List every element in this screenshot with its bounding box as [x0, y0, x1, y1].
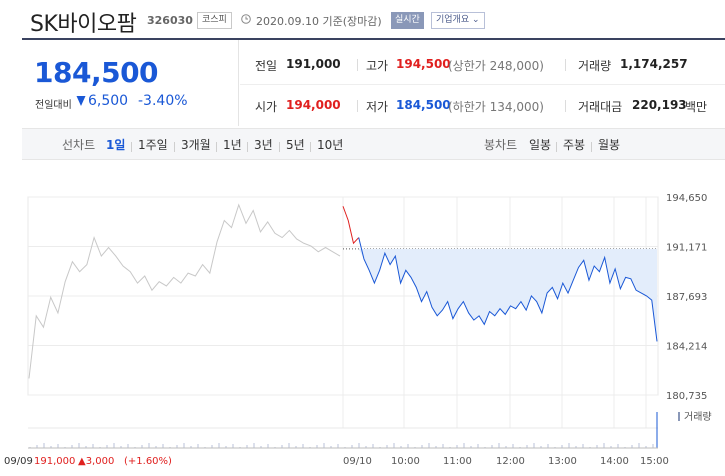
- x-tick-label: 14:00: [600, 456, 629, 467]
- price-chart[interactable]: 194,650 191,171 187,693 184,214 180,735 09/1…: [0, 180, 725, 476]
- tab-10y[interactable]: 10년: [317, 138, 344, 152]
- high-value: 194,500: [396, 57, 451, 71]
- tab-3y[interactable]: 3년: [254, 138, 273, 152]
- tab-1y[interactable]: 1년: [223, 138, 242, 152]
- tab-daily[interactable]: 일봉: [529, 138, 552, 152]
- current-price: 184,500: [34, 56, 159, 89]
- x-tick-label: 13:00: [548, 456, 577, 467]
- change-percent: -3.40%: [138, 93, 188, 109]
- tab-1w[interactable]: 1주일: [138, 138, 168, 152]
- tab-divider: [216, 142, 217, 152]
- tab-divider: [310, 142, 311, 152]
- y-tick-label: 191,171: [666, 243, 707, 254]
- candle-chart-label: 봉차트: [484, 138, 518, 152]
- x-tick-label: 15:00: [640, 456, 669, 467]
- lower-limit: (하한가 134,000): [448, 100, 544, 114]
- tab-divider: [591, 142, 592, 152]
- prev-date: 09/09: [4, 456, 33, 467]
- market-badge: 코스피: [197, 12, 232, 29]
- realtime-button[interactable]: 실시간: [391, 12, 424, 29]
- change-amount: 6,500: [88, 93, 129, 109]
- x-tick-label: 12:00: [496, 456, 525, 467]
- below-ref-fill: [343, 248, 657, 342]
- trade-value: 220,193: [632, 98, 687, 112]
- high-label: 고가: [366, 59, 389, 73]
- open-label: 시가: [255, 100, 278, 114]
- volume-legend-swatch: [678, 412, 680, 421]
- tab-divider: [279, 142, 280, 152]
- volume-label: 거래량: [684, 411, 712, 423]
- prev-change-pct: (+1.60%): [124, 456, 172, 467]
- tab-5y[interactable]: 5년: [286, 138, 305, 152]
- col-divider: [565, 100, 566, 112]
- tab-divider: [174, 142, 175, 152]
- down-arrow-icon: [76, 96, 86, 106]
- volume-value: 1,174,257: [620, 57, 688, 71]
- header-divider: [22, 38, 725, 40]
- low-label: 저가: [366, 100, 389, 114]
- summary-row-divider: [240, 84, 725, 85]
- col-divider: [357, 59, 358, 71]
- tab-1d[interactable]: 1일: [106, 138, 126, 152]
- tab-divider: [556, 142, 557, 152]
- stock-title: SK바이오팜: [30, 12, 137, 37]
- tab-weekly[interactable]: 주봉: [563, 138, 586, 152]
- tab-divider: [131, 142, 132, 152]
- tab-divider: [247, 142, 248, 152]
- stock-code: 326030: [147, 14, 193, 27]
- company-overview-button[interactable]: 기업개요 ⌄: [431, 12, 485, 29]
- today-line-down: [358, 237, 658, 342]
- x-tick-label: 09/10: [343, 456, 372, 467]
- price-divider: [238, 40, 239, 126]
- trade-value-label: 거래대금: [578, 100, 623, 114]
- prev-close: 191,000: [34, 456, 75, 467]
- tab-monthly[interactable]: 월봉: [598, 138, 621, 152]
- volume-label: 거래량: [578, 59, 612, 73]
- col-divider: [565, 59, 566, 71]
- change-label: 전일대비: [35, 100, 72, 111]
- y-tick-label: 187,693: [666, 292, 707, 303]
- y-tick-label: 194,650: [666, 193, 707, 204]
- open-value: 194,000: [286, 98, 341, 112]
- today-line-up: [342, 206, 360, 245]
- clock-icon: [241, 14, 251, 24]
- x-tick-label: 11:00: [443, 456, 472, 467]
- chart-tab-bar: [22, 128, 725, 160]
- prev-close-label: 전일: [255, 59, 278, 73]
- prev-day-line: [28, 203, 341, 379]
- y-tick-label: 184,214: [666, 342, 707, 353]
- upper-limit: (상한가 248,000): [448, 59, 544, 73]
- line-chart-label: 선차트: [62, 138, 96, 152]
- prev-close-value: 191,000: [286, 57, 341, 71]
- tab-3m[interactable]: 3개월: [181, 138, 211, 152]
- date-status: 2020.09.10 기준(장마감): [256, 15, 382, 28]
- prev-change: ▲3,000: [78, 456, 114, 467]
- trade-value-unit: 백만: [685, 100, 708, 114]
- x-tick-label: 10:00: [391, 456, 420, 467]
- col-divider: [357, 100, 358, 112]
- low-value: 184,500: [396, 98, 451, 112]
- y-tick-label: 180,735: [666, 391, 707, 402]
